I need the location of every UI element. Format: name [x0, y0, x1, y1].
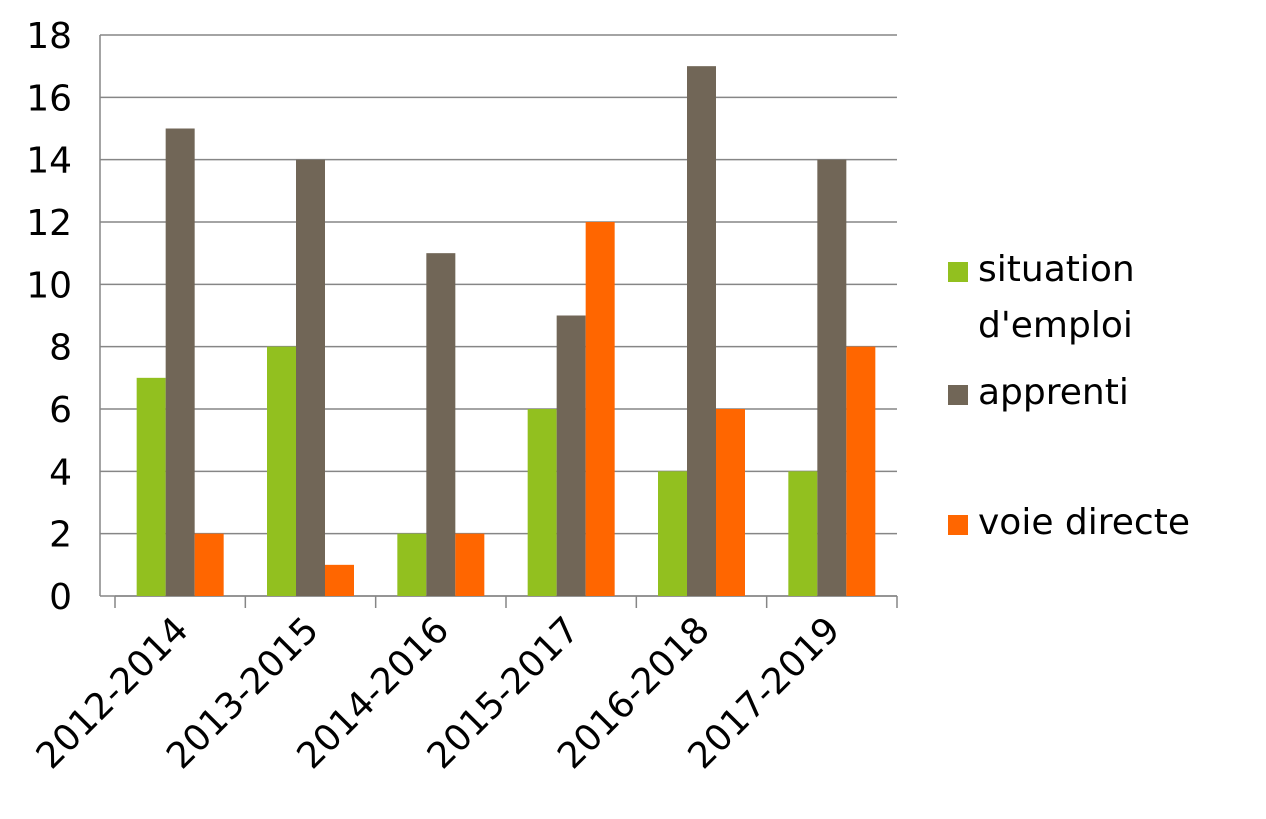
y-tick-label: 16: [26, 78, 72, 119]
bar: [788, 471, 818, 596]
bar: [817, 159, 847, 596]
y-tick-label: 4: [49, 452, 72, 493]
legend-label: situation d'emploi: [978, 249, 1135, 346]
bar: [136, 377, 166, 596]
legend-entry: apprenti: [948, 365, 1258, 421]
bar: [165, 128, 195, 596]
bar: [527, 409, 557, 596]
bar: [716, 409, 745, 596]
y-tick-label: 18: [26, 16, 72, 57]
y-tick-label: 14: [26, 141, 72, 182]
legend-swatch: [948, 515, 968, 535]
bar: [426, 253, 456, 596]
bar: [658, 471, 687, 596]
bar: [687, 66, 716, 596]
y-tick-label: 0: [49, 577, 72, 618]
bar: [267, 346, 296, 596]
bar: [585, 222, 615, 596]
bar: [556, 315, 586, 596]
bar: [846, 346, 876, 596]
y-tick-label: 6: [49, 390, 72, 431]
legend-label: apprenti: [978, 372, 1129, 413]
bar: [397, 533, 427, 596]
legend-entry: situation d'emploi: [948, 242, 1258, 354]
legend-label: voie directe: [978, 502, 1190, 543]
legend-swatch: [948, 385, 968, 405]
bar: [194, 533, 224, 596]
bar: [455, 533, 485, 596]
y-tick-label: 8: [49, 328, 72, 369]
y-tick-label: 2: [49, 515, 72, 556]
bar: [325, 564, 354, 596]
y-tick-label: 10: [26, 265, 72, 306]
legend-entry: voie directe: [948, 495, 1258, 551]
legend-swatch: [948, 262, 968, 282]
y-tick-label: 12: [26, 203, 72, 244]
bar: [296, 159, 325, 596]
